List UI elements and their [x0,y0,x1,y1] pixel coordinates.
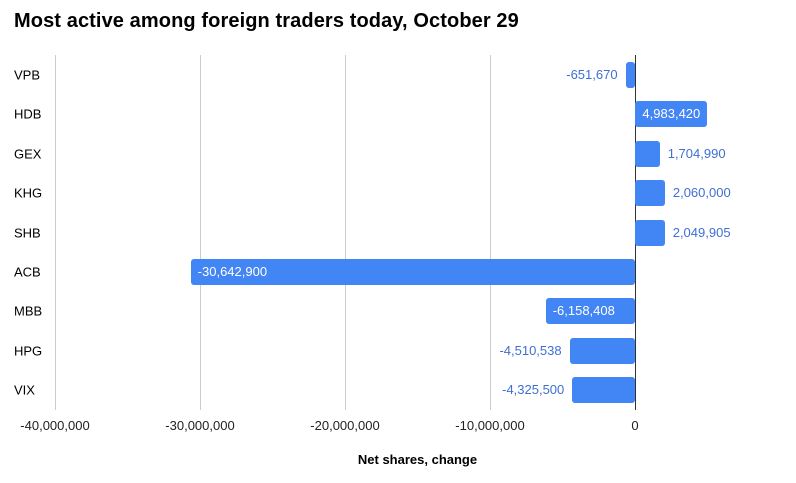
bar-value-label: -4,325,500 [502,382,565,398]
category-label-acb: ACB [14,264,41,280]
gridline [490,55,491,410]
bar-acb[interactable] [190,258,635,285]
plot-area: -651,670 4,983,420 1,704,990 2,060,000 2,049… [55,55,780,410]
gridline [55,55,56,410]
x-tick-label: 0 [631,418,639,433]
bar-mbb[interactable] [545,298,635,325]
bar-value-label: 2,060,000 [672,185,731,201]
bar-value-label: 2,049,905 [672,224,731,240]
bar-value-label: -651,670 [566,66,618,82]
bar-khg[interactable] [635,180,665,207]
category-label-vix: VIX [14,382,35,398]
x-tick-label: -10,000,000 [455,418,525,433]
x-tick-label: -40,000,000 [20,418,90,433]
bar-hpg[interactable] [569,337,635,364]
bar-value-label: -6,158,408 [552,303,615,319]
gridline [345,55,346,410]
bar-vpb[interactable] [625,61,635,88]
x-tick-label: -30,000,000 [165,418,235,433]
category-label-mbb: MBB [14,303,43,319]
bar-vix[interactable] [572,377,635,404]
x-axis-title: Net shares, change [357,452,478,467]
category-label-vpb: VPB [14,67,41,83]
category-label-hpg: HPG [14,343,43,359]
bar-value-label: -30,642,900 [197,263,268,279]
bar-value-label: -4,510,538 [499,342,562,358]
gridline [200,55,201,410]
bar-value-label: 4,983,420 [642,106,701,122]
category-label-shb: SHB [14,225,41,240]
x-tick-label: -20,000,000 [310,418,380,433]
bar-gex[interactable] [635,140,660,167]
category-label-khg: KHG [14,185,43,201]
category-label-hdb: HDB [14,106,42,122]
bar-value-label: 1,704,990 [667,145,726,161]
bar-shb[interactable] [635,219,665,246]
bar-hdb[interactable] [635,101,708,128]
chart-title: Most active among foreign traders today,… [14,10,519,32]
category-label-gex: GEX [14,146,42,162]
